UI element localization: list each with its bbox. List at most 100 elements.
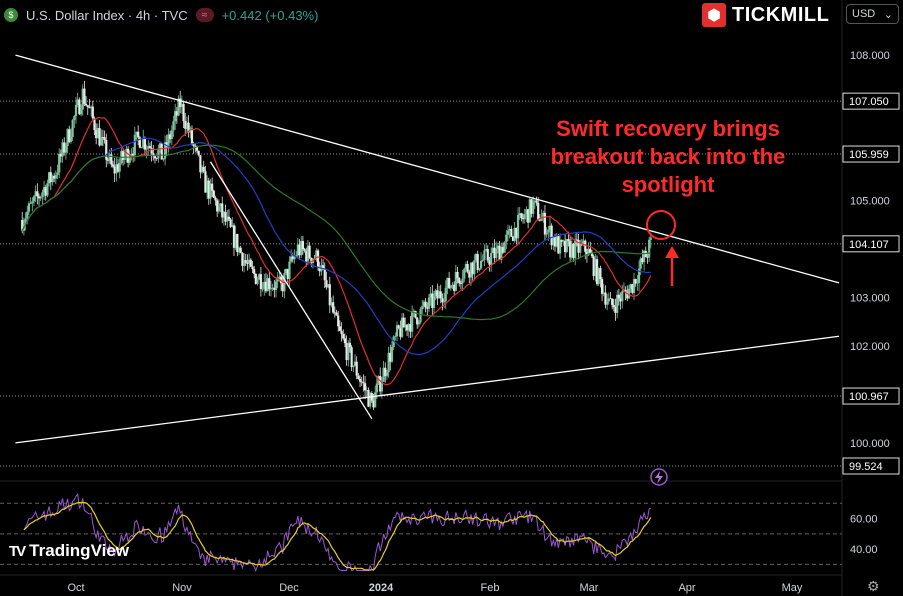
- candle-body: [441, 298, 444, 303]
- candle-body: [600, 279, 604, 294]
- candle-body: [288, 261, 291, 279]
- candle-body: [135, 131, 138, 135]
- candle-body: [86, 105, 89, 108]
- candle-body: [468, 271, 471, 278]
- y-tick-label: 103.000: [850, 292, 890, 304]
- candle-body: [327, 284, 330, 288]
- tickmill-logo: ⬢ TICKMILL: [702, 3, 829, 27]
- candle-body: [380, 381, 383, 392]
- candle-body: [431, 293, 434, 309]
- indicator-wave-icon[interactable]: ≈: [195, 8, 214, 22]
- candle-body: [237, 247, 241, 253]
- candle-body: [219, 203, 222, 207]
- candle-body: [416, 317, 419, 325]
- candle-body: [436, 290, 439, 299]
- candle-body: [607, 298, 610, 302]
- candle-body: [290, 256, 293, 262]
- ma-mid-line: [21, 137, 651, 356]
- candle-body: [570, 243, 573, 258]
- candle-body: [343, 338, 347, 344]
- candle-body: [404, 324, 407, 328]
- candle-body: [59, 153, 62, 157]
- candle-body: [347, 342, 350, 361]
- gear-icon[interactable]: ⚙: [867, 578, 880, 594]
- price-level-box: [842, 457, 900, 475]
- candle-body: [592, 256, 595, 277]
- candle-body: [358, 379, 362, 382]
- candle-body: [197, 150, 200, 156]
- candle-body: [177, 98, 180, 116]
- candle-body: [560, 239, 563, 242]
- candle-body: [626, 291, 629, 299]
- candle-body: [96, 127, 99, 139]
- candle-body: [614, 307, 617, 313]
- candle-body: [584, 240, 587, 252]
- price-level-box: [842, 235, 900, 253]
- candle-body: [604, 292, 607, 305]
- candle-body: [338, 326, 341, 331]
- candle-body: [234, 234, 237, 248]
- candle-body: [426, 307, 429, 309]
- candle-body: [414, 310, 417, 318]
- candle-body: [244, 260, 247, 263]
- candle-body: [379, 376, 382, 392]
- candle-body: [374, 392, 377, 408]
- candle-body: [95, 130, 98, 139]
- candle-body: [518, 213, 521, 215]
- candle-body: [211, 183, 214, 191]
- ma-fast-line: [21, 117, 652, 386]
- candle-body: [553, 237, 557, 247]
- candle-body: [78, 99, 81, 115]
- candle-body: [491, 247, 494, 254]
- candle-body: [123, 156, 126, 160]
- candle-body: [537, 202, 540, 220]
- candle-body: [461, 278, 464, 284]
- candle-body: [540, 217, 543, 221]
- candle-body: [451, 284, 454, 286]
- candle-body: [221, 203, 224, 218]
- candle-body: [268, 278, 271, 290]
- rsi-signal-line: [23, 501, 652, 571]
- trendline-descending: [15, 54, 840, 284]
- up-arrow-head: [665, 246, 679, 258]
- candle-body: [83, 88, 86, 104]
- candle-body: [113, 166, 116, 174]
- candle-body: [121, 151, 125, 160]
- candle-body: [353, 361, 357, 366]
- candle-body: [41, 192, 44, 197]
- candle-body: [195, 146, 199, 151]
- candle-body: [103, 137, 106, 140]
- candle-body: [31, 201, 34, 204]
- price-change: +0.442 (+0.43%): [221, 7, 319, 23]
- candle-body: [48, 172, 51, 184]
- candle-body: [185, 122, 189, 129]
- candle-body: [453, 284, 456, 291]
- candle-body: [115, 164, 118, 174]
- candle-body: [227, 216, 231, 220]
- candle-body: [421, 306, 424, 310]
- candle-body: [254, 273, 257, 284]
- candle-body: [515, 227, 518, 239]
- candle-body: [69, 137, 73, 142]
- candle-body: [44, 187, 47, 196]
- currency-select[interactable]: USD ⌄: [846, 4, 899, 24]
- candle-body: [132, 153, 135, 156]
- candle-body: [612, 305, 615, 308]
- candle-body: [281, 283, 284, 292]
- candle-body: [332, 302, 335, 313]
- candle-body: [442, 301, 446, 303]
- candle-body: [444, 287, 447, 302]
- candle-body: [574, 239, 577, 259]
- candle-body: [93, 118, 96, 131]
- candle-body: [278, 276, 281, 280]
- candle-body: [204, 171, 207, 193]
- candle-body: [118, 163, 121, 172]
- candle-body: [24, 218, 27, 224]
- candle-body: [538, 219, 541, 221]
- candle-body: [264, 281, 268, 292]
- candle-body: [648, 239, 651, 258]
- candle-body: [310, 257, 313, 263]
- price-level-label: 99.524: [849, 461, 883, 473]
- symbol-header[interactable]: $ U.S. Dollar Index · 4h · TVC ≈ +0.442 …: [4, 5, 318, 25]
